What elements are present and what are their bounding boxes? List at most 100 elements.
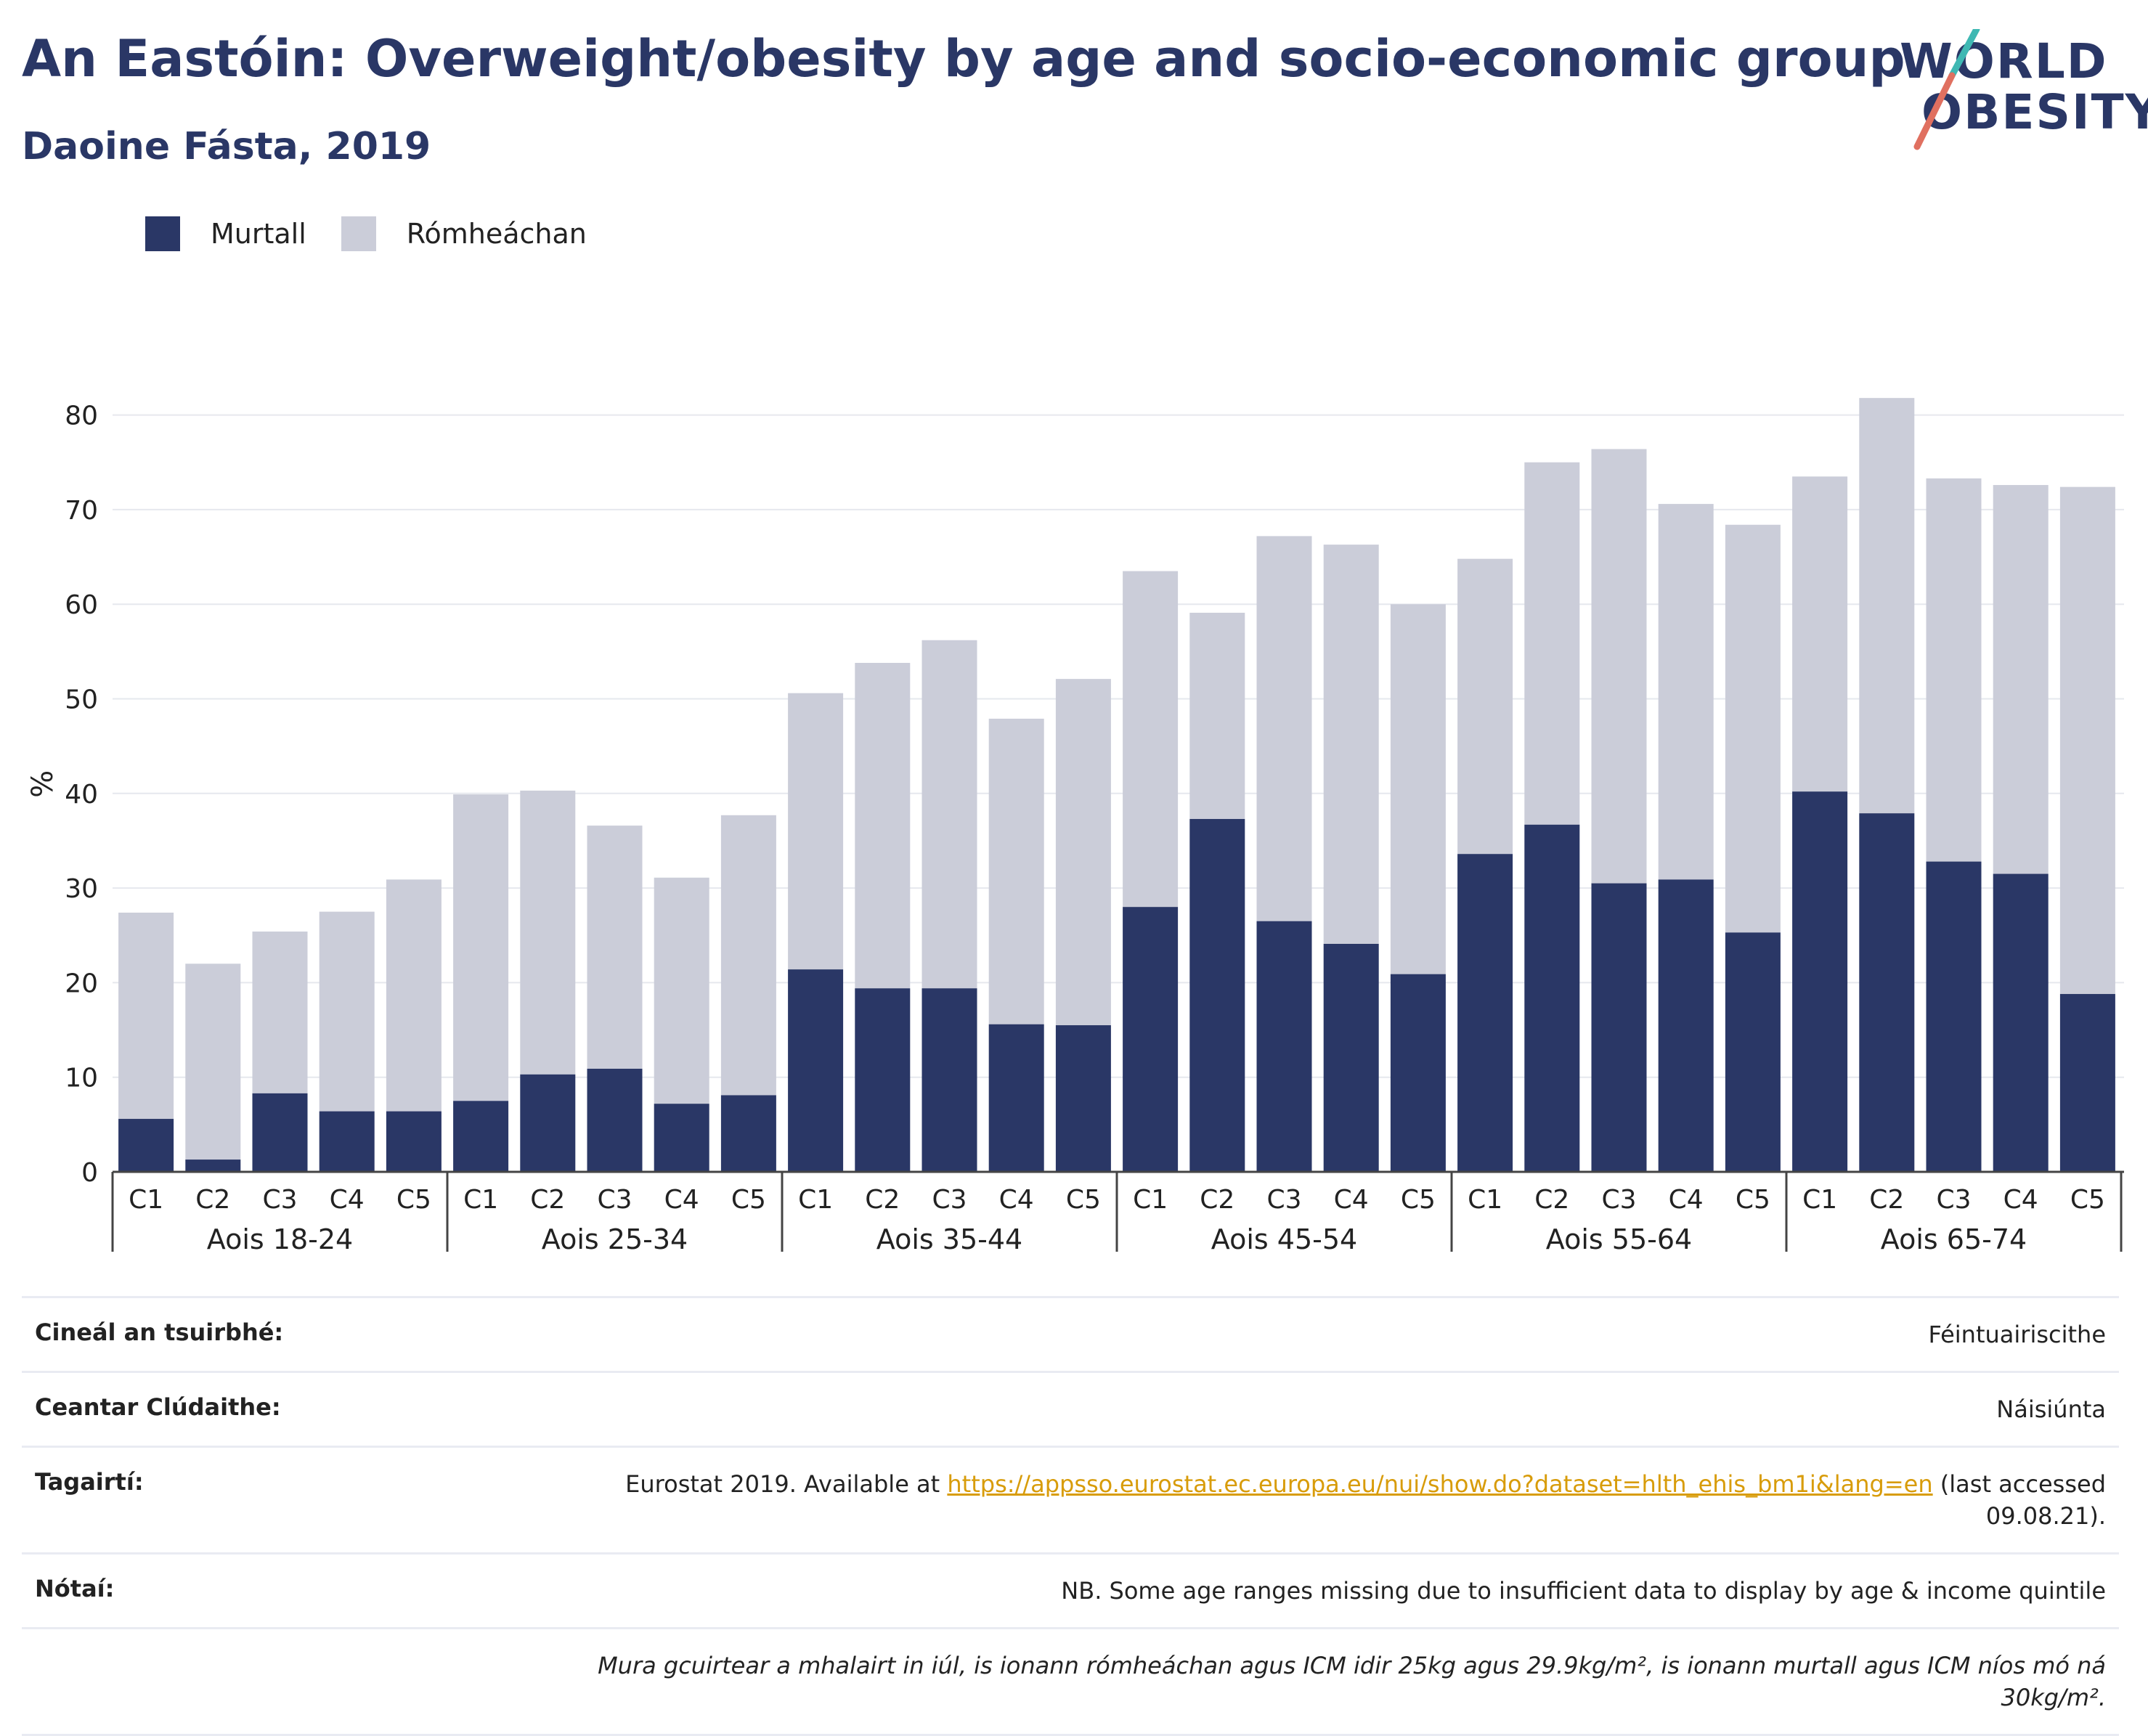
bar-obese	[1524, 824, 1580, 1172]
x-tick-label: C3	[262, 1185, 297, 1215]
chart-title: An Eastóin: Overweight/obesity by age an…	[22, 29, 1905, 89]
x-tick-label: C3	[1601, 1185, 1636, 1215]
x-tick-label: C5	[731, 1185, 766, 1215]
bar-overweight	[319, 911, 375, 1112]
bar-obese	[453, 1101, 509, 1172]
logo-line-2: OBESITY	[1921, 84, 2148, 140]
bar-obese	[2059, 994, 2115, 1172]
bar-obese	[1457, 854, 1513, 1172]
bar-overweight	[587, 826, 643, 1069]
stacked-bar-chart: 0 10 20 30 40 50 60 70 80% C1 C2 C3 C4 C5 Aois 18-24 C1…	[26, 398, 2124, 1255]
bar-overweight	[520, 790, 576, 1075]
bar-overweight	[922, 640, 977, 989]
legend: Murtall Rómheáchan	[145, 215, 622, 253]
survey-type-value: Féintuairiscithe	[1928, 1321, 2106, 1348]
x-tick-label: C4	[1334, 1185, 1369, 1215]
x-tick-label: C4	[330, 1185, 365, 1215]
x-group-label: Aois 55-64	[1546, 1223, 1692, 1255]
bar-overweight	[453, 794, 509, 1101]
bar-obese	[1323, 943, 1379, 1172]
x-group-label: Aois 35-44	[876, 1223, 1022, 1255]
chart-subtitle: Daoine Fásta, 2019	[22, 125, 431, 168]
bar-obese	[520, 1074, 576, 1172]
bar-obese	[1591, 883, 1647, 1172]
bar-obese	[1055, 1025, 1111, 1172]
x-tick-label: C4	[664, 1185, 699, 1215]
x-group-label: Aois 18-24	[207, 1223, 353, 1255]
bar-obese	[1256, 921, 1312, 1172]
bar-obese	[788, 969, 844, 1172]
bar-overweight	[386, 879, 442, 1112]
y-tick-label: 30	[65, 874, 98, 904]
bar-overweight	[788, 693, 844, 970]
info-table: Cineál an tsuirbhé: Féintuairiscithe Cea…	[22, 1296, 2119, 1736]
bar-overweight	[1390, 604, 1446, 974]
bar-overweight	[855, 662, 911, 989]
bar-obese	[1390, 974, 1446, 1172]
bar-obese	[1658, 879, 1714, 1172]
bar-overweight	[2059, 486, 2115, 995]
bar-obese	[118, 1119, 174, 1172]
legend-item-romheachan[interactable]: Rómheáchan	[341, 216, 587, 251]
area-covered-value: Náisiúnta	[1996, 1395, 2106, 1423]
x-tick-label: C5	[1401, 1185, 1436, 1215]
world-obesity-logo: WORLD OBESITY	[1895, 29, 2148, 156]
legend-swatch-murtall	[145, 216, 180, 251]
bar-obese	[386, 1111, 442, 1172]
x-tick-label: C2	[195, 1185, 230, 1215]
y-tick-label: 60	[65, 590, 98, 620]
info-row-definition: Mura gcuirtear a mhalairt in iúl, is ion…	[22, 1629, 2119, 1736]
legend-item-murtall[interactable]: Murtall	[145, 216, 306, 251]
bar-overweight	[1457, 558, 1513, 855]
bar-obese	[185, 1160, 241, 1172]
bar-overweight	[988, 718, 1044, 1024]
bar-obese	[988, 1024, 1044, 1172]
bar-overweight	[720, 815, 776, 1096]
x-tick-label: C3	[597, 1185, 632, 1215]
bar-overweight	[1658, 504, 1714, 880]
notes-label: Nótaí:	[35, 1575, 115, 1602]
bar-overweight	[1256, 536, 1312, 921]
references-suffix: (last accessed 09.08.21).	[1932, 1470, 2106, 1530]
bar-overweight	[1591, 449, 1647, 884]
legend-swatch-romheachan	[341, 216, 376, 251]
area-covered-label: Ceantar Clúdaithe:	[35, 1393, 281, 1421]
references-label: Tagairtí:	[35, 1468, 144, 1496]
legend-label-romheachan: Rómheáchan	[406, 218, 587, 250]
bar-overweight	[654, 877, 709, 1104]
x-tick-label: C1	[1468, 1185, 1502, 1215]
info-row-survey: Cineál an tsuirbhé: Féintuairiscithe	[22, 1296, 2119, 1373]
x-tick-label: C1	[1802, 1185, 1837, 1215]
survey-type-label: Cineál an tsuirbhé:	[35, 1319, 284, 1346]
bar-overweight	[1524, 462, 1580, 825]
y-tick-label: 0	[81, 1158, 98, 1188]
references-link[interactable]: https://appsso.eurostat.ec.europa.eu/nui…	[947, 1470, 1933, 1498]
bar-obese	[855, 988, 911, 1172]
bar-overweight	[1792, 476, 1848, 792]
x-tick-label: C2	[1200, 1185, 1234, 1215]
y-tick-label: 50	[65, 685, 98, 715]
y-axis-label: %	[26, 770, 60, 798]
x-tick-label: C4	[1669, 1185, 1704, 1215]
x-group-label: Aois 25-34	[542, 1223, 688, 1255]
logo-line-1: WORLD	[1900, 33, 2108, 89]
x-tick-label: C5	[1066, 1185, 1101, 1215]
y-tick-label: 20	[65, 969, 98, 998]
bar-obese	[720, 1095, 776, 1172]
y-tick-label: 80	[65, 402, 98, 431]
x-tick-label: C3	[932, 1185, 967, 1215]
x-tick-label: C2	[530, 1185, 565, 1215]
y-tick-label: 70	[65, 496, 98, 526]
bar-obese	[1189, 818, 1245, 1172]
x-tick-label: C1	[463, 1185, 498, 1215]
bar-overweight	[118, 912, 174, 1120]
x-tick-label: C2	[1534, 1185, 1569, 1215]
definition-note: Mura gcuirtear a mhalairt in iúl, is ion…	[598, 1652, 2106, 1711]
bar-obese	[654, 1104, 709, 1172]
x-tick-label: C4	[2003, 1185, 2038, 1215]
x-tick-label: C2	[865, 1185, 900, 1215]
x-tick-label: C1	[798, 1185, 833, 1215]
x-tick-label: C1	[129, 1185, 163, 1215]
x-tick-label: C5	[396, 1185, 431, 1215]
x-tick-label: C5	[2070, 1185, 2105, 1215]
